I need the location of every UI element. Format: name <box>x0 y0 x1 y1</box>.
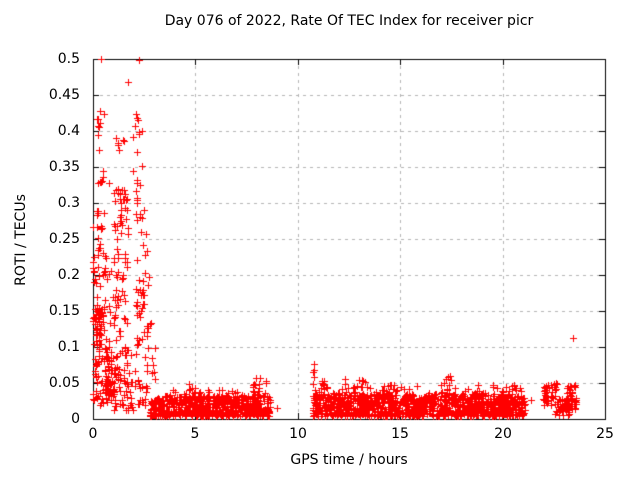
y-tick-label: 0.5 <box>57 51 80 67</box>
y-tick-label: 0.3 <box>57 195 80 211</box>
chart-title: Day 076 of 2022, Rate Of TEC Index for r… <box>164 13 534 29</box>
y-tick-label: 0.15 <box>48 303 80 319</box>
y-tick-label: 0.35 <box>48 159 80 175</box>
x-tick-label: 25 <box>596 426 614 442</box>
y-tick-label: 0.2 <box>57 267 80 283</box>
y-tick-label: 0 <box>71 411 80 427</box>
x-tick-label: 0 <box>88 426 98 442</box>
x-tick-label: 10 <box>289 426 307 442</box>
x-tick-label: 5 <box>190 426 200 442</box>
y-tick-label: 0.45 <box>48 87 80 103</box>
y-tick-label: 0.05 <box>48 375 80 391</box>
x-tick-label: 20 <box>494 426 512 442</box>
y-tick-label: 0.25 <box>48 231 80 247</box>
y-tick-label: 0.4 <box>57 123 80 139</box>
x-axis-label: GPS time / hours <box>290 452 408 468</box>
y-tick-label: 0.1 <box>57 339 80 355</box>
x-tick-label: 15 <box>391 426 409 442</box>
